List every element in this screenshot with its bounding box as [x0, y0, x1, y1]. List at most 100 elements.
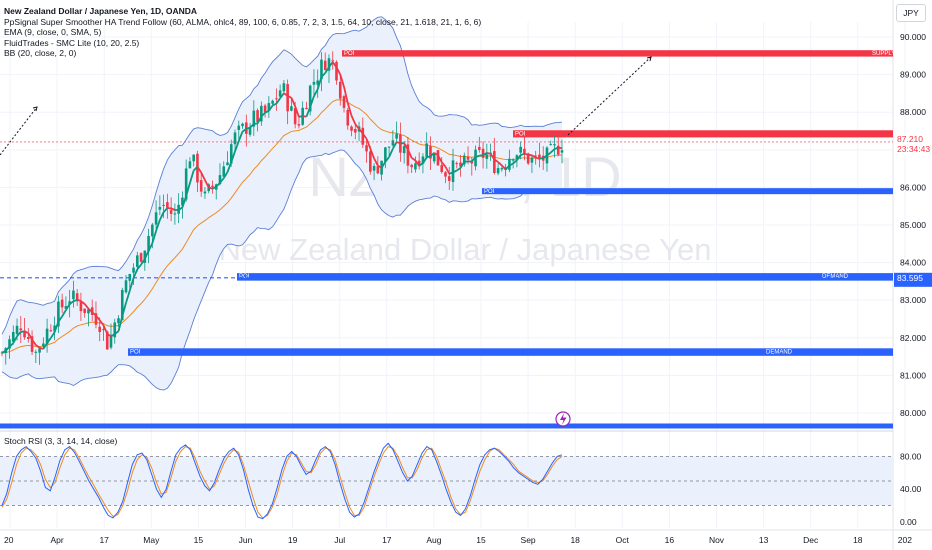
candle-body — [263, 105, 267, 113]
watermark: NZDJPY, 1D New Zealand Dollar / Japanese… — [219, 145, 712, 267]
candle-body — [151, 224, 154, 237]
time-tick-label: Oct — [616, 535, 630, 545]
currency-button[interactable]: JPY — [896, 4, 926, 22]
zone-poi-label: POI — [515, 131, 526, 137]
trend-segment — [242, 128, 247, 133]
trend-segment — [343, 86, 349, 104]
trend-segment — [140, 258, 146, 266]
trend-segment — [208, 186, 213, 190]
time-tick-label: 20 — [4, 535, 14, 545]
candle-body — [338, 81, 342, 99]
candle-body — [229, 144, 233, 164]
candle-body — [109, 334, 113, 348]
candle-body — [75, 293, 79, 302]
trend-segment — [181, 195, 188, 208]
flash-icon[interactable] — [555, 411, 571, 427]
zone-rect[interactable] — [237, 273, 893, 281]
trend-segment — [358, 128, 364, 135]
zone-rect[interactable] — [128, 348, 893, 356]
stoch-tick-label: 40.00 — [900, 484, 922, 494]
candle-body — [267, 103, 271, 111]
candle-body — [102, 329, 105, 331]
candle-body — [53, 325, 56, 332]
candle-body — [560, 150, 564, 153]
candle-body — [399, 134, 402, 153]
candle-body — [549, 144, 553, 146]
indicator-legend-item[interactable]: PpSignal Super Smoother HA Trend Follow … — [4, 16, 482, 27]
candle-body — [293, 108, 297, 125]
zone-rect[interactable] — [342, 50, 893, 57]
zone-rect[interactable] — [482, 188, 893, 195]
time-tick-label: 18 — [570, 535, 580, 545]
symbol-title[interactable]: New Zealand Dollar / Japanese Yen, 1D, O… — [4, 6, 198, 16]
candle-body — [534, 155, 537, 157]
stoch-tick-label: 0.00 — [900, 517, 917, 527]
time-tick-label: 18 — [853, 535, 863, 545]
candle-body — [27, 337, 30, 339]
trend-segment — [234, 140, 240, 152]
trend-segment — [309, 95, 315, 108]
trend-segment — [95, 314, 101, 321]
trend-segment — [524, 152, 529, 156]
zone-poi-label: POI — [239, 274, 250, 280]
trend-segment — [512, 159, 518, 165]
candle-body — [188, 161, 192, 169]
time-axis[interactable]: 20 Apr 17 May 15 Jun 19 Jul 17 Aug 15 Sep 18 Oct 16 Nov… — [4, 535, 912, 545]
trend-segment — [539, 157, 544, 160]
trend-segment — [422, 156, 428, 164]
candle-body — [447, 176, 451, 181]
indicator-legend-item[interactable]: EMA (9, close, 0, SMA, 5) — [4, 27, 102, 38]
trend-segment — [294, 105, 300, 118]
candle-body — [11, 331, 15, 342]
trend-segment — [42, 342, 48, 350]
price-axis[interactable]: 90.00089.00088.00087.00086.00085.00084.0… — [894, 32, 932, 418]
trend-segment — [542, 154, 548, 159]
trend-segment — [65, 303, 71, 311]
trend-segment — [475, 154, 480, 158]
trend-segment — [535, 156, 540, 160]
candle-body — [538, 154, 541, 158]
trend-segment — [489, 153, 496, 160]
trend-segment — [429, 152, 435, 157]
stoch-rsi-legend[interactable]: Stoch RSI (3, 3, 14, 14, close) — [4, 436, 118, 446]
price-tick-label: 83.000 — [900, 295, 926, 305]
candle-body — [248, 127, 252, 135]
projection-arrow-left — [0, 106, 38, 156]
trend-segment — [117, 316, 124, 332]
candle-body — [184, 168, 188, 200]
trend-segment — [313, 88, 319, 97]
indicator-legend-item[interactable]: BB (20, close, 2, 0) — [4, 48, 77, 59]
candle-body — [308, 85, 312, 112]
candle-body — [162, 204, 165, 206]
candle-body — [500, 168, 504, 170]
candle-body — [233, 132, 237, 145]
trend-segment — [196, 166, 202, 173]
chart-legend: New Zealand Dollar / Japanese Yen, 1D, O… — [4, 6, 481, 59]
trend-segment — [136, 264, 142, 270]
trend-segment — [505, 164, 511, 170]
arrowhead-icon — [32, 106, 38, 112]
time-tick-label: Sep — [521, 535, 536, 545]
candle-body — [98, 326, 102, 332]
trend-segment — [332, 61, 338, 68]
trend-segment — [87, 308, 93, 313]
zone-rect[interactable] — [513, 130, 893, 138]
trend-segment — [61, 309, 67, 317]
candle-body — [23, 330, 26, 338]
candle-body — [105, 331, 109, 350]
candle-body — [203, 191, 207, 194]
trend-segment — [226, 161, 233, 173]
candle-body — [455, 163, 459, 165]
indicator-legend-item[interactable]: FluidTrades - SMC Lite (10, 20, 2.5) — [4, 37, 140, 48]
trend-segment — [76, 298, 82, 302]
candle-body — [526, 153, 530, 164]
candle-body — [530, 157, 534, 163]
candle-body — [38, 348, 41, 353]
trend-segment — [91, 311, 97, 317]
trend-segment — [305, 106, 312, 118]
trend-segment — [132, 268, 139, 279]
zone-type-label: SUPPLY — [872, 51, 895, 57]
candle-body — [361, 127, 365, 145]
trend-segment — [27, 332, 33, 341]
